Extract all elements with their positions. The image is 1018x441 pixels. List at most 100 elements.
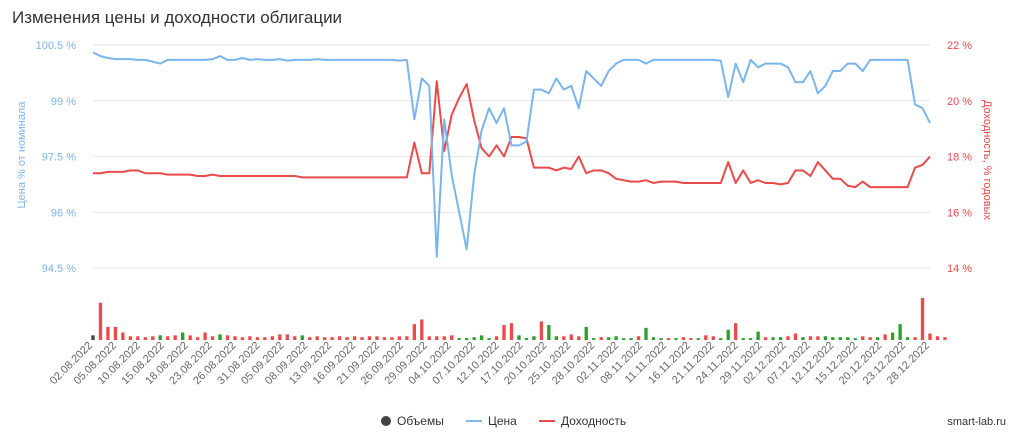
volume-bar [898, 324, 902, 340]
legend-item-price[interactable]: Цена [466, 414, 517, 428]
volume-bar [479, 335, 484, 340]
volume-bar [748, 338, 753, 340]
volume-bar [823, 336, 828, 340]
volume-bar [457, 338, 461, 340]
left-tick-label: 99 % [51, 96, 76, 108]
volume-bar [487, 338, 491, 340]
volume-bar [943, 337, 947, 340]
volume-bar [218, 334, 222, 340]
volume-bar [861, 336, 865, 340]
volume-bar [547, 325, 551, 340]
volume-bar [524, 338, 529, 340]
volume-bar [472, 337, 476, 340]
volume-bar [853, 338, 857, 340]
left-tick-label: 94.5 % [42, 263, 76, 275]
volume-bar [726, 329, 730, 340]
volume-bar [263, 337, 267, 340]
volume-bar [532, 336, 536, 340]
volume-bar [91, 335, 95, 340]
volume-bar [636, 336, 641, 340]
legend-item-yield[interactable]: Доходность [539, 414, 626, 428]
right-axis-ticks: 22 % 20 % 18 % 16 % 14 % [947, 40, 972, 275]
volume-bar [382, 337, 387, 340]
volume-bar [883, 334, 887, 340]
volume-bar [801, 337, 805, 340]
left-axis-title: Цена % от номинала [16, 101, 28, 209]
volume-bar [352, 336, 357, 340]
volume-bar [890, 332, 895, 340]
volume-bar [539, 321, 544, 340]
volume-bar [928, 333, 932, 340]
volume-bar [621, 338, 626, 340]
right-tick-label: 22 % [947, 40, 972, 52]
volume-bar [136, 336, 140, 340]
volume-bar [337, 336, 342, 340]
volume-bar [293, 336, 297, 340]
legend-volume-marker [381, 416, 391, 426]
volume-bar [763, 337, 768, 340]
volume-bar [203, 332, 207, 340]
volume-bar [494, 336, 499, 340]
volume-bar [562, 336, 566, 340]
volume-bar [315, 336, 319, 340]
right-tick-label: 18 % [947, 152, 972, 164]
volume-bar [367, 336, 372, 340]
volume-bar [427, 336, 431, 340]
left-tick-label: 96 % [51, 207, 76, 219]
volume-bar [128, 336, 133, 340]
volume-bar [166, 336, 170, 340]
volume-bar [711, 336, 715, 340]
legend[interactable]: Объемы Цена Доходность [381, 414, 626, 428]
volume-bar [285, 334, 289, 340]
volume-bar [704, 335, 708, 340]
volume-bar [599, 337, 603, 340]
volume-bar [420, 319, 424, 340]
volume-bar [674, 338, 678, 340]
volume-bar [816, 336, 820, 340]
left-axis-ticks: 100.5 % 99 % 97.5 % 96 % 94.5 % [36, 40, 77, 275]
yield-line [93, 80, 931, 189]
grid-lines [93, 44, 930, 269]
volume-bar [225, 335, 230, 340]
volume-bar [278, 334, 282, 340]
volume-bar [181, 332, 185, 340]
volume-bar [793, 333, 798, 340]
volume-bar [868, 337, 872, 340]
volume-bar [143, 337, 147, 340]
right-tick-label: 20 % [947, 96, 972, 108]
volume-bar [435, 336, 439, 340]
volume-bar [681, 337, 686, 340]
volume-bar [756, 331, 760, 340]
left-tick-label: 100.5 % [36, 40, 77, 52]
volume-bar [248, 336, 252, 340]
credit-link[interactable]: smart-lab.ru [947, 416, 1006, 428]
volume-bar [592, 338, 596, 340]
volume-bar [577, 336, 581, 340]
volume-bar [554, 336, 558, 340]
volume-bar [517, 335, 521, 340]
price-line [92, 51, 931, 258]
volume-bar [644, 327, 648, 340]
legend-item-volume[interactable]: Объемы [381, 414, 444, 428]
volume-bar [450, 335, 454, 340]
volume-bar [270, 336, 275, 340]
volume-bar [838, 337, 842, 340]
volume-bar [734, 323, 738, 340]
volume-bar [300, 335, 304, 340]
volume-bar [502, 325, 506, 340]
volume-bar [666, 338, 671, 340]
volume-bar [920, 298, 925, 340]
volume-bar [195, 337, 200, 340]
volume-bar [98, 302, 103, 340]
volume-bar [629, 338, 633, 340]
volume-bar [786, 336, 790, 340]
volume-bars [91, 298, 947, 340]
volume-bar [106, 326, 110, 340]
volume-bar [689, 338, 693, 340]
legend-yield-label: Доходность [561, 414, 626, 428]
volume-bar [651, 337, 656, 340]
volume-bar [876, 337, 880, 340]
volume-bar [778, 337, 783, 340]
